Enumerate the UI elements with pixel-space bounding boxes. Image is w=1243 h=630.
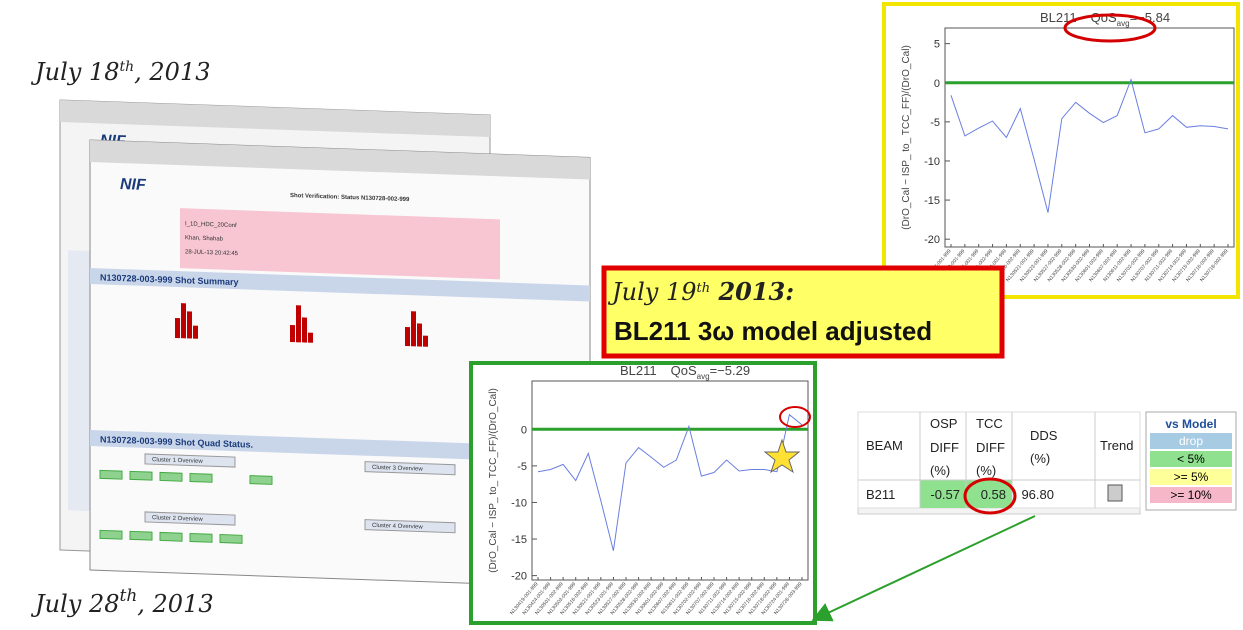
callout-message: BL211 3ω model adjusted (614, 316, 932, 346)
beam-table: BEAM OSP DIFF (%) TCC DIFF (%) DDS (%) T… (858, 412, 1140, 514)
legend-item: < 5% (1177, 452, 1205, 466)
qos-sub: avg (697, 372, 710, 381)
header: (%) (930, 463, 950, 478)
cell: -0.57 (930, 487, 960, 502)
arrow (815, 516, 1035, 619)
y-tick-label: 5 (934, 39, 940, 51)
header: BEAM (866, 438, 903, 453)
logo: NIF (120, 176, 147, 194)
cell: 96.80 (1021, 487, 1054, 502)
header: DDS (1030, 428, 1058, 443)
cell: 0.58 (981, 487, 1006, 502)
header: DIFF (976, 440, 1005, 455)
date-last: July 28th, 2013 (30, 586, 214, 618)
qos: QoS (1091, 10, 1117, 25)
header: (%) (1030, 451, 1050, 466)
header: OSP (930, 416, 957, 431)
trend-icon[interactable] (1108, 485, 1122, 501)
y-tick-label: 0 (934, 78, 940, 90)
y-tick-label: -5 (517, 461, 527, 473)
qos-value: =−5.29 (710, 363, 751, 378)
legend-item: drop (1179, 434, 1203, 448)
legend-title: vs Model (1165, 417, 1216, 431)
y-tick-label: 0 (521, 424, 527, 436)
y-axis-label: (DrO_Cal − ISP_ to_ TCC_FF)/(DrO_Cal) (488, 388, 499, 573)
y-tick-label: -15 (924, 195, 940, 207)
slide: July 18th, 2013 July 28th, 2013 NIF NIF … (0, 0, 1243, 630)
y-tick-label: -10 (511, 497, 527, 509)
date-first: July 18th, 2013 (30, 58, 210, 86)
y-tick-label: -10 (924, 156, 940, 168)
y-tick-label: -5 (930, 117, 940, 129)
y-tick-label: -20 (924, 234, 940, 246)
header: Trend (1100, 438, 1133, 453)
qos: QoS (671, 363, 697, 378)
header: DIFF (930, 440, 959, 455)
legend-item: >= 5% (1174, 470, 1209, 484)
cell: B211 (866, 487, 895, 502)
y-tick-label: -20 (511, 571, 527, 583)
legend-item: >= 10% (1170, 488, 1212, 502)
qos-sub: avg (1117, 19, 1130, 28)
y-tick-label: -15 (511, 534, 527, 546)
title: BL211 (620, 363, 657, 378)
legend: vs Model drop < 5% >= 5% >= 10% (1146, 412, 1236, 510)
header: TCC (976, 416, 1003, 431)
y-axis-label: (DrO_Cal − ISP_ to_ TCC_FF)/(DrO_Cal) (901, 45, 912, 230)
header: (%) (976, 463, 996, 478)
